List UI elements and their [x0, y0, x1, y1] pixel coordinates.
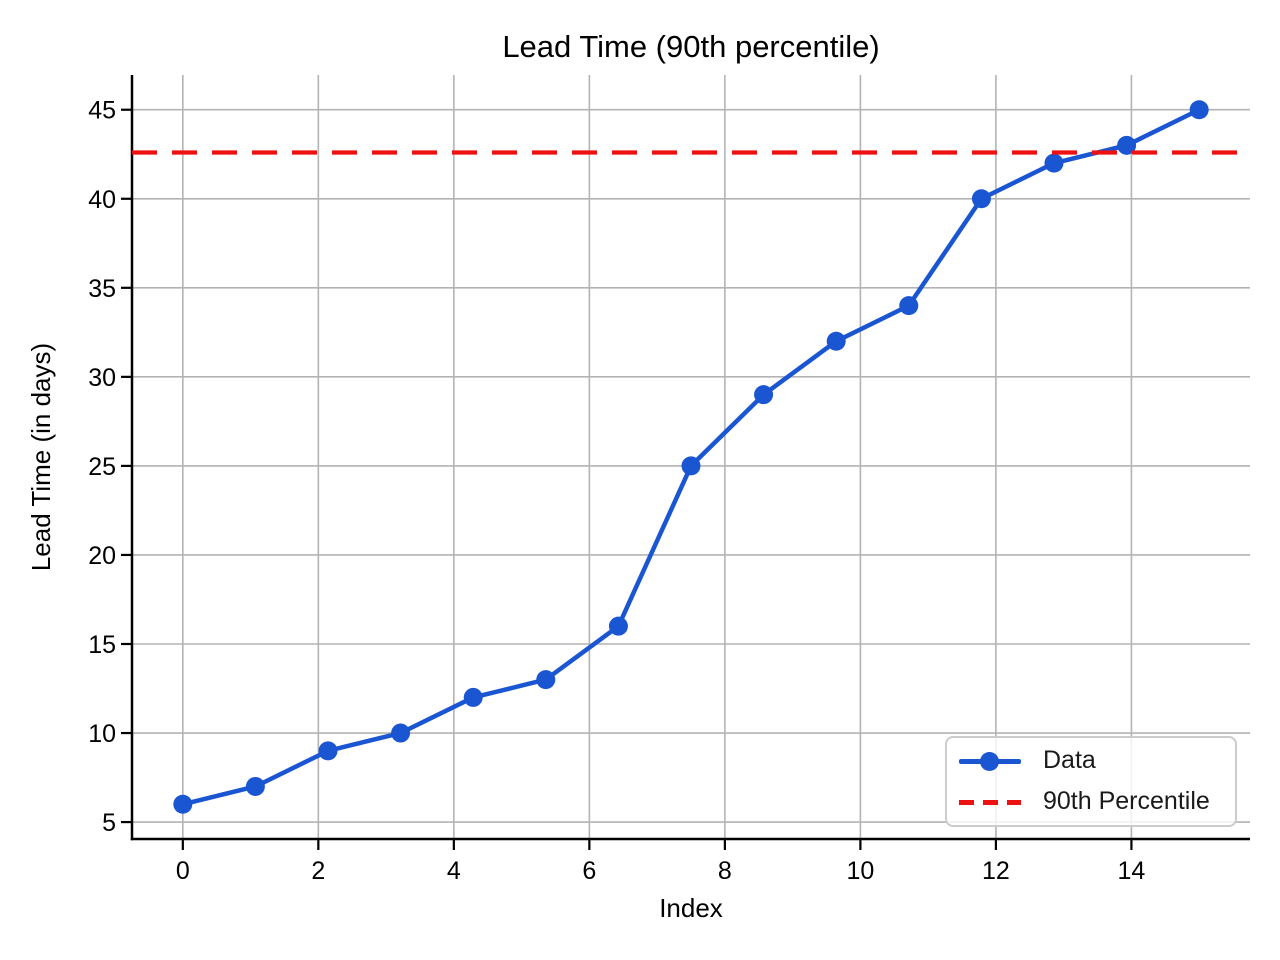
- x-tick-label: 6: [582, 857, 596, 885]
- y-tick-label: 30: [88, 364, 116, 392]
- y-tick-label: 20: [88, 542, 116, 570]
- x-axis-label: Index: [659, 893, 723, 923]
- legend-label-percentile: 90th Percentile: [1043, 786, 1210, 815]
- data-point: [1189, 100, 1209, 120]
- x-tick-label: 8: [718, 857, 732, 885]
- legend: Data 90th Percentile: [945, 736, 1237, 827]
- y-tick-label: 45: [88, 97, 116, 125]
- legend-item-percentile: 90th Percentile: [959, 786, 1235, 818]
- x-tick-label: 2: [311, 857, 325, 885]
- x-tick-label: 0: [176, 857, 190, 885]
- data-point: [681, 456, 701, 476]
- data-point: [318, 741, 338, 761]
- x-tick-label: 14: [1118, 857, 1146, 885]
- data-point: [1044, 153, 1064, 173]
- data-point: [608, 616, 628, 636]
- legend-label-data: Data: [1043, 745, 1096, 774]
- y-tick-label: 5: [102, 809, 116, 837]
- y-tick-label: 25: [88, 453, 116, 481]
- series-layer: [132, 100, 1250, 814]
- x-tick-label: 12: [982, 857, 1010, 885]
- data-point: [1117, 135, 1137, 155]
- data-point: [536, 670, 556, 690]
- data-point: [463, 687, 483, 707]
- y-tick-label: 10: [88, 720, 116, 748]
- y-axis-label: Lead Time (in days): [26, 343, 56, 571]
- y-tick-label: 15: [88, 631, 116, 659]
- data-point: [245, 776, 265, 796]
- line-marker-glyph: [959, 751, 1021, 771]
- data-point: [899, 296, 919, 316]
- data-point: [173, 794, 193, 814]
- axis-layer: 0 2 4 6 8 10 12 14 5 10 15 20 25 30 35 40 45: [88, 75, 1250, 885]
- dashed-line-glyph: [959, 792, 1021, 812]
- x-tick-label: 10: [846, 857, 874, 885]
- x-tick-label: 4: [447, 857, 461, 885]
- legend-item-data: Data: [959, 745, 1235, 777]
- data-point: [971, 189, 991, 209]
- y-tick-label: 35: [88, 275, 116, 303]
- chart-title: Lead Time (90th percentile): [502, 29, 879, 64]
- data-point: [826, 331, 846, 351]
- data-point: [754, 385, 774, 405]
- y-tick-label: 40: [88, 186, 116, 214]
- data-point: [391, 723, 411, 743]
